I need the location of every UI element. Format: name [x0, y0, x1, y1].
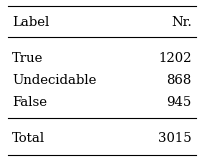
Text: 868: 868: [166, 74, 192, 87]
Text: Nr.: Nr.: [171, 16, 192, 29]
Text: 3015: 3015: [158, 132, 192, 145]
Text: True: True: [12, 52, 44, 65]
Text: Total: Total: [12, 132, 45, 145]
Text: Undecidable: Undecidable: [12, 74, 97, 87]
Text: False: False: [12, 96, 47, 109]
Text: 1202: 1202: [158, 52, 192, 65]
Text: 945: 945: [166, 96, 192, 109]
Text: Label: Label: [12, 16, 50, 29]
